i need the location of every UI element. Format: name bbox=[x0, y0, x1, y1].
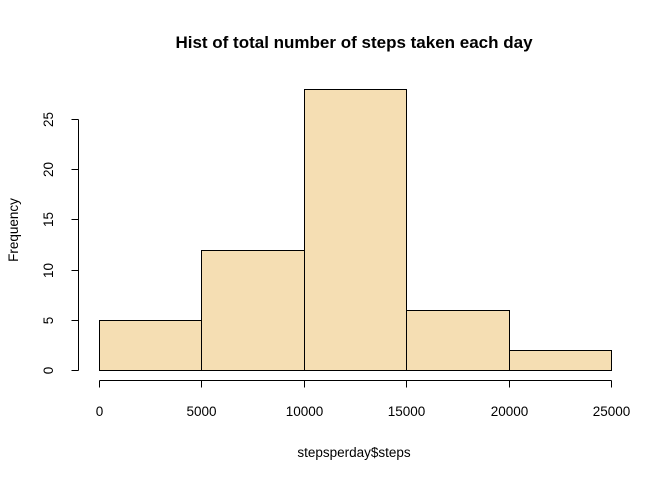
histogram-bar-4 bbox=[406, 310, 510, 371]
x-tick-label: 0 bbox=[96, 404, 104, 419]
x-tick-label: 5000 bbox=[186, 404, 216, 419]
y-axis: 0 5 10 15 20 25 bbox=[41, 112, 79, 374]
x-axis-label: stepsperday$steps bbox=[297, 445, 411, 460]
y-tick-label: 10 bbox=[41, 263, 56, 278]
x-axis: 0 5000 10000 15000 20000 25000 bbox=[96, 380, 631, 419]
histogram-bar-2 bbox=[201, 250, 305, 371]
y-tick-label: 15 bbox=[41, 212, 56, 227]
x-tick-label: 15000 bbox=[388, 404, 426, 419]
chart-title: Hist of total number of steps taken each… bbox=[175, 33, 533, 52]
bars-group bbox=[99, 89, 612, 371]
histogram-bar-3 bbox=[304, 89, 407, 371]
x-tick-label: 25000 bbox=[593, 404, 631, 419]
y-axis-label: Frequency bbox=[6, 198, 21, 262]
histogram-bar-1 bbox=[99, 320, 202, 371]
y-tick-label: 20 bbox=[41, 162, 56, 177]
histogram-bar-5 bbox=[509, 350, 612, 371]
x-tick-label: 10000 bbox=[286, 404, 324, 419]
y-tick-label: 0 bbox=[41, 367, 56, 375]
y-tick-label: 5 bbox=[41, 317, 56, 325]
x-tick-label: 20000 bbox=[491, 404, 529, 419]
y-tick-label: 25 bbox=[41, 112, 56, 127]
